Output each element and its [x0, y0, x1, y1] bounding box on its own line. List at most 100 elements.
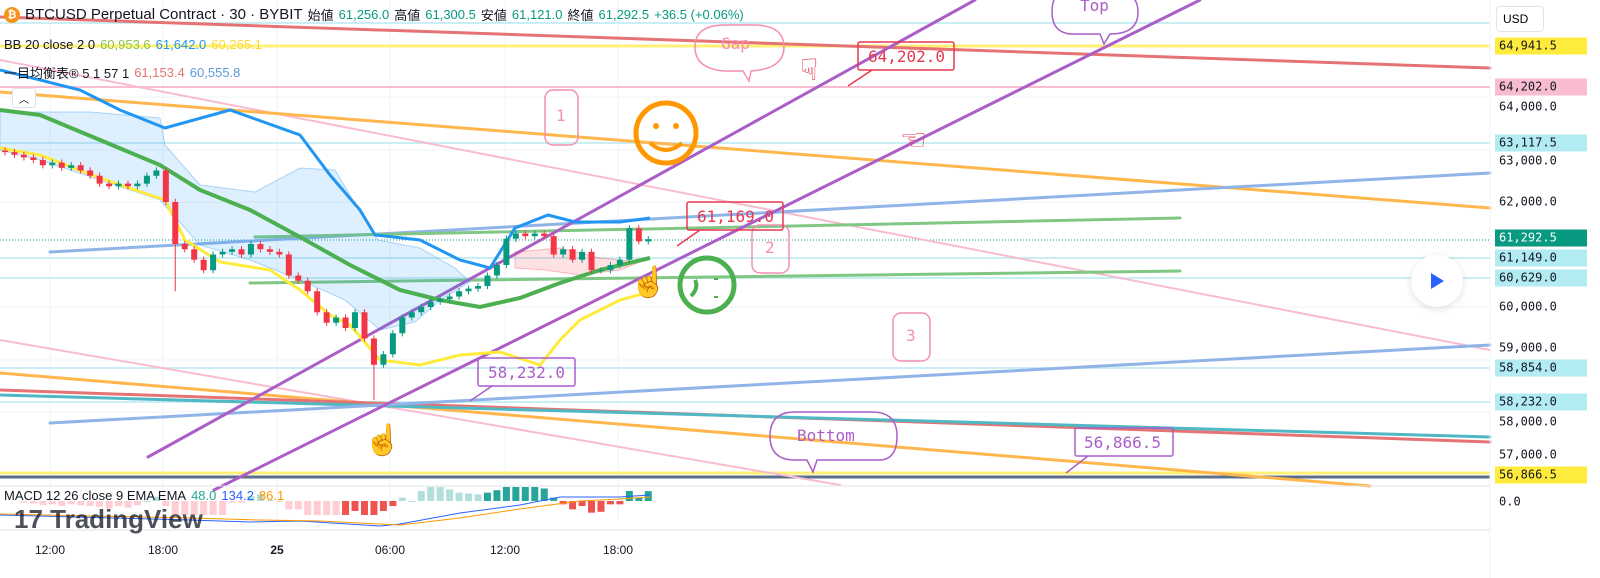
time-tick: 12:00 — [34, 543, 66, 557]
callout-bottom-box — [1074, 427, 1174, 457]
macd-bar — [436, 487, 444, 501]
candle — [399, 317, 406, 334]
macd-bar — [190, 501, 198, 515]
currency-selector[interactable]: USD — [1496, 6, 1544, 32]
candle — [210, 254, 217, 271]
macd-bar — [351, 501, 359, 511]
macd-bar — [133, 501, 141, 506]
candle — [408, 312, 415, 318]
macd-bar — [446, 489, 454, 501]
candle — [191, 249, 198, 260]
price-label: 60,629.0 — [1495, 269, 1587, 287]
callout-top-shape — [1051, 0, 1139, 46]
collapse-legend-button[interactable]: ︿ — [12, 88, 36, 108]
macd-bar — [597, 501, 605, 512]
candle — [579, 251, 586, 260]
macd-bar — [285, 501, 293, 510]
bb-lower-value: 60,265.1 — [211, 37, 262, 52]
gap-label: Gap — [721, 34, 750, 53]
candle — [635, 228, 642, 242]
price-label: 63,117.5 — [1495, 134, 1587, 152]
macd-bar — [417, 491, 425, 501]
ichimoku-value-2: 60,555.8 — [189, 65, 241, 80]
macd-bar — [247, 496, 255, 501]
macd-bar — [266, 500, 274, 502]
candle — [550, 236, 557, 255]
candle — [219, 251, 226, 255]
bottom-label: Bottom — [797, 426, 855, 445]
trendline-red — [0, 15, 1492, 70]
macd-bar — [20, 501, 28, 503]
price-tick: 64,000.0 — [1499, 99, 1557, 114]
candle — [484, 275, 491, 286]
macd-bar — [323, 501, 331, 515]
macd-bar — [209, 501, 217, 515]
callout-high-box — [857, 41, 955, 71]
play-icon — [1431, 273, 1444, 289]
change-value: +36.5 (+0.06%) — [654, 7, 744, 22]
candle — [172, 202, 179, 244]
symbol-legend[interactable]: ₿ BTCUSD Perpetual Contract · 30 · BYBIT… — [4, 5, 744, 24]
price-tick: 60,000.0 — [1499, 299, 1557, 314]
candle — [541, 233, 548, 237]
candle — [370, 338, 377, 365]
hand-icons: ☟ ☜ ☝ ☝ — [364, 54, 927, 458]
macd-value: 134.2 — [221, 488, 254, 503]
candle — [465, 288, 472, 292]
time-tick: 18:00 — [147, 543, 179, 557]
go-to-realtime-button[interactable] — [1411, 255, 1463, 307]
macd-bar — [455, 492, 463, 501]
channel-purple-upper — [146, 0, 977, 459]
price-label: 61,149.0 — [1495, 249, 1587, 267]
macd-bar — [29, 501, 37, 504]
macd-bar — [86, 501, 94, 506]
macd-bar — [105, 501, 113, 509]
macd-bar — [313, 501, 321, 515]
candle — [512, 233, 519, 239]
macd-bar — [427, 487, 435, 501]
macd-bar — [39, 501, 47, 506]
hand-pointing-up-icon-purple: ☝ — [364, 421, 401, 458]
candle — [30, 157, 37, 160]
macd-bar — [77, 501, 85, 506]
candle — [20, 154, 27, 158]
high-value: 61,300.5 — [425, 7, 476, 22]
macd-bar — [502, 487, 510, 501]
wave-1-label: 1 — [556, 106, 566, 125]
macd-bar — [332, 501, 340, 515]
ichimoku-legend[interactable]: 一目均衡表® 5 1 57 1 61,153.4 60,555.8 — [4, 65, 241, 81]
time-tick: 25 — [270, 543, 284, 557]
symbol-title: BTCUSD Perpetual Contract · 30 · BYBIT — [25, 6, 303, 23]
tradingview-logo: 17 TradingView — [14, 504, 203, 534]
macd-bar — [370, 501, 378, 515]
candle — [153, 170, 160, 176]
macd-bar — [67, 501, 75, 505]
bb-legend[interactable]: BB 20 close 2 0 60,953.6 61,642.0 60,265… — [4, 37, 262, 52]
ichimoku-cloud — [0, 111, 471, 331]
candle — [456, 291, 463, 297]
price-tick: 62,000.0 — [1499, 194, 1557, 209]
macd-bar — [635, 497, 643, 501]
macd-legend[interactable]: MACD 12 26 close 9 EMA EMA 48.0 134.2 86… — [4, 488, 285, 503]
macd-bar — [569, 501, 577, 510]
candle — [493, 265, 500, 276]
price-tick: 59,000.0 — [1499, 340, 1557, 355]
macd-bar — [474, 494, 482, 501]
candle — [276, 251, 283, 255]
bitcoin-icon: ₿ — [4, 6, 20, 23]
price-label: 56,866.5 — [1495, 466, 1587, 484]
trendline-orange-low — [0, 371, 1372, 488]
ichimoku-value-1: 61,153.4 — [134, 65, 185, 80]
top-label: Top — [1080, 0, 1109, 15]
price-tick: 63,000.0 — [1499, 153, 1557, 168]
trendline-blue-low — [48, 343, 1492, 425]
candle — [266, 249, 273, 252]
hand-pointing-left-icon: ☜ — [900, 124, 927, 157]
candle — [597, 270, 604, 272]
chevron-up-icon: ︿ — [19, 94, 29, 106]
macd-zero-tick: 0.0 — [1499, 494, 1521, 509]
price-label: 58,854.0 — [1495, 359, 1587, 377]
candle — [58, 162, 65, 168]
open-value: 61,256.0 — [338, 7, 390, 22]
